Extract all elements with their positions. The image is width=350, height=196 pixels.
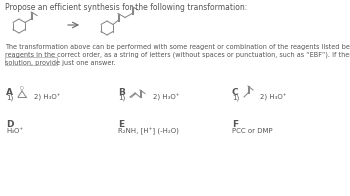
Text: 2) H₃O⁺: 2) H₃O⁺ (153, 94, 180, 101)
Text: PCC or DMP: PCC or DMP (232, 128, 273, 134)
Text: B: B (118, 88, 125, 97)
Text: 2) H₃O⁺: 2) H₃O⁺ (260, 94, 287, 101)
Text: 2) H₃O⁺: 2) H₃O⁺ (34, 94, 61, 101)
Text: The transformation above can be performed with some reagent or combination of th: The transformation above can be performe… (5, 44, 350, 66)
Text: O: O (20, 86, 23, 91)
Text: A: A (6, 88, 13, 97)
Text: 1): 1) (6, 94, 13, 101)
Text: 1): 1) (232, 94, 239, 101)
Text: 1): 1) (118, 94, 125, 101)
Text: F: F (232, 120, 238, 129)
Text: C: C (232, 88, 239, 97)
Text: Propose an efficient synthesis for the following transformation:: Propose an efficient synthesis for the f… (5, 3, 247, 12)
Text: H₃O⁺: H₃O⁺ (6, 128, 23, 134)
FancyBboxPatch shape (5, 57, 57, 65)
Text: R₂NH, [H⁺] (-H₂O): R₂NH, [H⁺] (-H₂O) (118, 128, 179, 135)
Text: E: E (118, 120, 124, 129)
Text: D: D (6, 120, 14, 129)
